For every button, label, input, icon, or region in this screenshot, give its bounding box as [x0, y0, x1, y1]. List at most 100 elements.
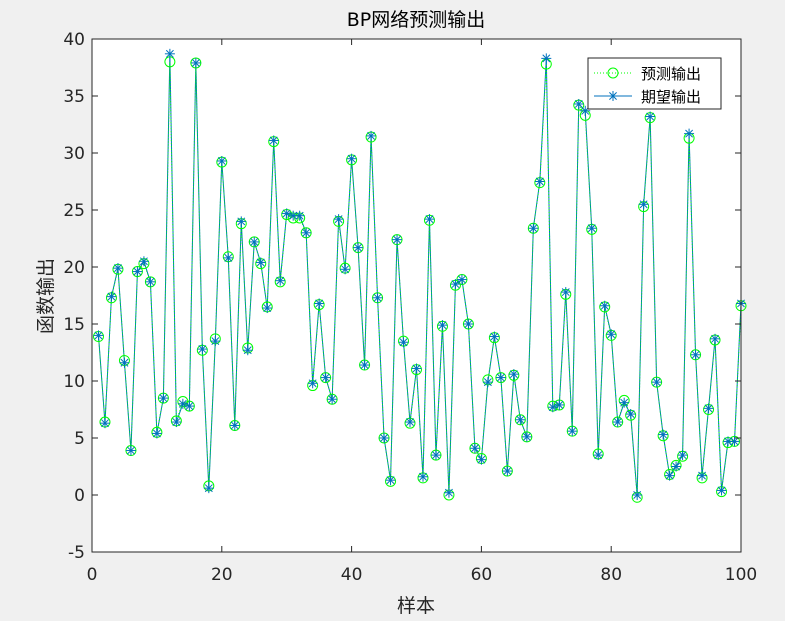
point-expected [677, 450, 688, 461]
point-expected [385, 475, 396, 486]
point-expected [288, 210, 299, 221]
legend-label-predicted: 预测输出 [641, 65, 701, 83]
point-expected [353, 242, 364, 253]
point-expected [651, 377, 662, 388]
point-expected [171, 417, 182, 428]
point-expected [346, 153, 357, 164]
y-tick-label: 10 [63, 372, 85, 392]
point-expected [398, 337, 409, 348]
point-expected [281, 208, 292, 219]
y-tick-label: 40 [63, 30, 85, 50]
point-expected [411, 363, 422, 374]
x-tick-label: 0 [87, 565, 98, 585]
point-expected [716, 485, 727, 496]
point-expected [125, 445, 136, 456]
point-expected [275, 275, 286, 286]
point-expected [138, 256, 149, 267]
legend-marker-expected [608, 91, 618, 101]
point-expected [612, 417, 623, 428]
point-expected [112, 263, 123, 274]
point-expected [664, 470, 675, 481]
point-expected [690, 349, 701, 360]
point-expected [372, 292, 383, 303]
y-axis-label: 函数输出 [35, 258, 57, 334]
point-expected [729, 436, 740, 447]
point-expected [528, 223, 539, 234]
point-expected [710, 333, 721, 344]
point-expected [132, 266, 143, 277]
point-expected [236, 216, 247, 227]
point-expected [151, 428, 162, 439]
axes-box [91, 38, 742, 553]
point-expected [495, 372, 506, 383]
point-expected [184, 401, 195, 412]
point-expected [99, 418, 110, 429]
point-expected [210, 336, 221, 347]
point-expected [417, 471, 428, 482]
point-expected [119, 357, 130, 368]
point-expected [177, 398, 188, 409]
series-layer [92, 48, 747, 503]
point-expected [333, 214, 344, 225]
point-expected [268, 135, 279, 146]
point-expected [320, 372, 331, 383]
point-expected [255, 257, 266, 268]
x-tick-label: 60 [471, 565, 493, 585]
point-expected [567, 426, 578, 437]
x-axis-label: 样本 [397, 595, 435, 617]
x-tick-label: 40 [341, 565, 363, 585]
point-expected [437, 320, 448, 331]
point-expected [164, 48, 175, 59]
x-tick-label: 80 [600, 565, 622, 585]
y-tick-label: -5 [68, 543, 85, 563]
x-tick-label: 20 [211, 565, 233, 585]
point-expected [463, 319, 474, 329]
point-expected [515, 414, 526, 425]
y-tick-label: 0 [74, 486, 85, 506]
point-expected [697, 470, 708, 481]
point-expected [489, 331, 500, 342]
point-expected [145, 276, 156, 287]
legend-star-glyph [608, 91, 618, 101]
legend-box [587, 57, 722, 110]
point-expected [405, 417, 416, 428]
point-expected [521, 431, 532, 442]
point-expected [197, 344, 208, 355]
point-expected [534, 176, 545, 187]
point-expected [93, 330, 104, 341]
y-tick-label: 25 [63, 201, 85, 221]
legend: 预测输出 期望输出 [587, 57, 722, 110]
point-expected [703, 403, 714, 414]
point-expected [456, 274, 467, 285]
point-expected [392, 234, 403, 245]
point-expected [216, 155, 227, 166]
point-expected [359, 360, 370, 371]
point-expected [632, 490, 643, 500]
x-tick-label: 100 [725, 565, 757, 585]
plot-area [92, 39, 741, 552]
point-expected [625, 409, 636, 420]
point-expected [469, 443, 480, 454]
point-expected [366, 130, 377, 141]
point-expected [262, 303, 273, 314]
point-expected [314, 298, 325, 309]
point-expected [671, 461, 682, 472]
point-expected [203, 483, 214, 494]
point-expected [560, 287, 571, 298]
point-expected [658, 429, 669, 440]
point-expected [340, 264, 351, 275]
point-expected [450, 279, 461, 290]
point-expected [327, 394, 338, 405]
y-tick-label: 35 [63, 87, 85, 107]
point-expected [443, 487, 454, 498]
point-expected [541, 53, 552, 64]
point-expected [242, 345, 253, 356]
point-expected [249, 236, 260, 247]
point-expected [301, 227, 312, 238]
point-expected [645, 111, 656, 122]
point-expected [476, 454, 487, 465]
point-expected [684, 128, 695, 139]
point-expected [190, 57, 201, 68]
point-expected [606, 329, 617, 340]
